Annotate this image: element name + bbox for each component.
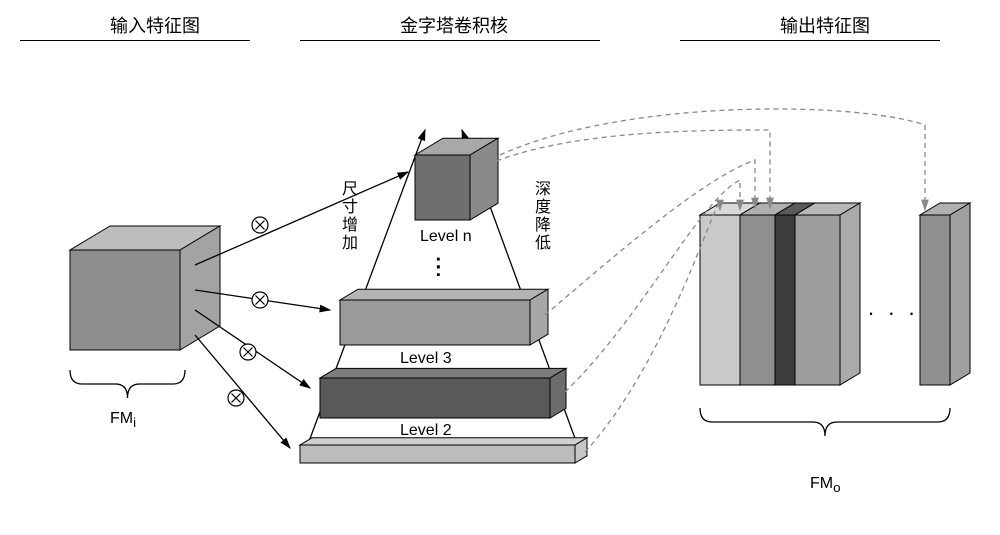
output-slab-0-front	[700, 215, 740, 385]
level-1-slab-front	[300, 445, 575, 463]
level-2-slab-front	[320, 378, 550, 418]
level-3-slab-side	[530, 289, 548, 345]
section-title-pyramid: 金字塔卷积核	[400, 12, 508, 38]
output-slab-2-top	[775, 203, 815, 215]
level-n-cube-side	[470, 138, 498, 220]
level-n-cube-front	[415, 155, 470, 220]
output-slab-3-top	[795, 203, 860, 215]
output-slab-last-front	[920, 215, 950, 385]
output-slab-0-side	[740, 203, 760, 385]
level-1-slab-side	[575, 438, 587, 463]
output-slab-1-side	[775, 203, 795, 385]
level-3-label: Level 3	[400, 350, 452, 368]
section-title-output: 输出特征图	[780, 12, 870, 38]
input-cube-top	[70, 226, 220, 250]
input-fm-label: FMi	[110, 410, 136, 430]
output-slab-3-side	[840, 203, 860, 385]
output-ellipsis-icon: . . .	[868, 295, 919, 321]
underline-pyramid	[300, 40, 600, 41]
underline-output	[680, 40, 940, 41]
output-slab-last-top	[920, 203, 970, 215]
level-3-slab-top	[340, 289, 548, 300]
size-increase-label: 尺寸增加	[335, 180, 359, 252]
level-3-slab-front	[340, 300, 530, 345]
output-slab-1-front	[740, 215, 775, 385]
level-2-slab-top	[320, 368, 566, 378]
output-slab-1-top	[740, 203, 795, 215]
output-slab-2-front	[775, 215, 795, 385]
output-slab-last-side	[950, 203, 970, 385]
diagram-canvas	[0, 0, 1000, 535]
input-cube-side	[180, 226, 220, 350]
section-title-input: 输入特征图	[110, 12, 200, 38]
output-slab-0-top	[700, 203, 760, 215]
underline-input	[20, 40, 250, 41]
level-n-cube-top	[415, 138, 498, 155]
pyramid-ellipsis-icon: ::	[435, 258, 442, 274]
level-2-slab-side	[550, 368, 566, 418]
depth-decrease-label: 深度降低	[528, 180, 552, 252]
output-slab-3-front	[795, 215, 840, 385]
level-2-label: Level 2	[400, 422, 452, 440]
output-slab-2-side	[795, 203, 815, 385]
level-n-label: Level n	[420, 228, 472, 246]
output-fm-label: FMo	[810, 475, 841, 495]
input-cube-front	[70, 250, 180, 350]
